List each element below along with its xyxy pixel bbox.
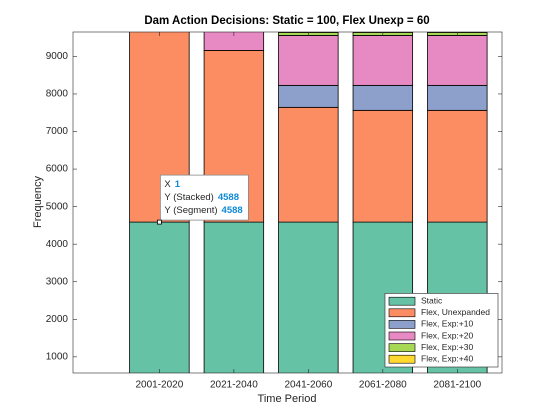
datatip-label: Y (Segment) (164, 205, 217, 216)
datatip-row: Y (Segment) 4588 (164, 205, 242, 216)
bar-segment (427, 35, 488, 86)
y-axis-label: Frequency (32, 176, 44, 228)
legend-swatch (388, 354, 416, 364)
datatip-marker (156, 219, 162, 225)
y-tick-label: 6000 (46, 164, 69, 175)
x-tick-label: 2081-2100 (433, 380, 481, 391)
y-tick-label: 4000 (46, 239, 69, 250)
legend-swatch (388, 296, 416, 306)
y-tick-label: 3000 (46, 276, 69, 287)
legend-label: Flex, Exp:+30 (421, 342, 473, 352)
legend-box (384, 293, 499, 368)
y-tick-label: 8000 (46, 89, 69, 100)
bar-segment (203, 32, 265, 51)
datatip-label: Y (Stacked) (164, 192, 213, 203)
y-tick-label: 5000 (46, 201, 69, 212)
legend-label: Flex, Unexpanded (421, 307, 490, 317)
axes-box (72, 31, 503, 374)
legend-label: Flex, Exp:+40 (421, 353, 473, 363)
bar-segment (278, 106, 339, 223)
x-tick-label: 2001-2020 (135, 380, 183, 391)
y-tick-label: 2000 (46, 314, 69, 325)
x-tick-label: 2021-2040 (210, 380, 258, 391)
y-tick-label: 1000 (46, 351, 69, 362)
y-tick-label: 7000 (46, 126, 69, 137)
legend-label: Flex, Exp:+20 (421, 330, 473, 340)
bar-segment (129, 221, 190, 373)
datatip-value: 4588 (218, 192, 239, 203)
datatip-box (159, 174, 249, 221)
datatip-label: X (164, 179, 171, 190)
legend-swatch (388, 308, 416, 318)
legend-label: Flex, Exp:+10 (421, 319, 473, 329)
chart-title: Dam Action Decisions: Static = 100, Flex… (144, 15, 429, 27)
bar-segment (352, 84, 414, 111)
bar-segment (352, 109, 414, 223)
y-tick-label: 9000 (46, 51, 69, 62)
bar-segment (278, 35, 339, 86)
bar-segment (278, 84, 339, 108)
datatip-row: Y (Stacked) 4588 (164, 192, 239, 203)
datatip-value: 4588 (222, 205, 243, 216)
bar-segment (427, 109, 488, 223)
datatip-value: 1 (175, 179, 181, 190)
bar-segment (352, 35, 414, 86)
legend-swatch (388, 331, 416, 341)
bar-segment (203, 221, 265, 373)
legend-swatch (388, 320, 416, 329)
bar-segment (427, 84, 488, 111)
x-tick-label: 2061-2080 (359, 380, 407, 391)
x-tick-label: 2041-2060 (284, 380, 332, 391)
legend-label: Static (421, 295, 443, 305)
legend-swatch (388, 343, 416, 352)
bar-segment (278, 221, 339, 373)
axes: 1000 2000 3000 4000 5000 6000 7000 8000 9000 2001… (46, 31, 503, 391)
x-axis-label: Time Period (258, 393, 317, 405)
